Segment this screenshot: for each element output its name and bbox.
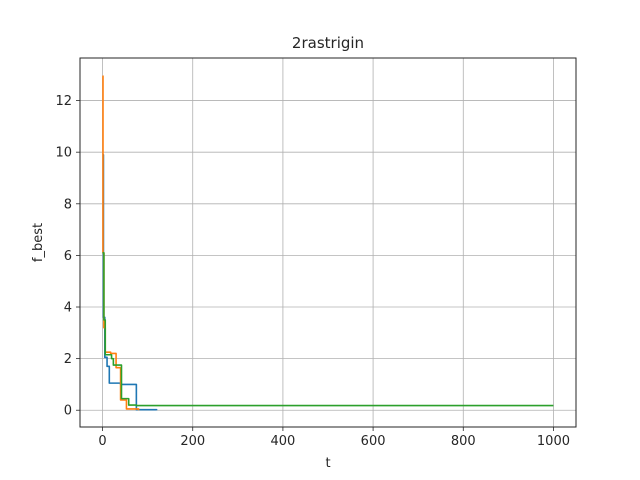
y-tick-label: 6 <box>64 249 72 264</box>
y-tick-label: 8 <box>64 197 72 212</box>
y-tick-label: 0 <box>64 404 72 419</box>
y-tick-label: 10 <box>55 146 72 161</box>
series-line-3 <box>102 252 554 407</box>
series-layer <box>102 75 554 411</box>
ticks: 0 200 400 600 800 1000 0 2 4 6 8 10 12 <box>55 94 570 449</box>
grid <box>80 58 576 427</box>
x-tick-label: 400 <box>270 434 295 449</box>
x-tick-label: 1000 <box>537 434 570 449</box>
y-axis-label: f_best <box>31 223 46 262</box>
x-tick-label: 600 <box>361 434 386 449</box>
y-tick-label: 4 <box>64 301 72 316</box>
chart-title: 2rastrigin <box>292 34 364 52</box>
y-tick-label: 2 <box>64 352 72 367</box>
x-tick-label: 0 <box>98 434 106 449</box>
y-tick-label: 12 <box>55 94 72 109</box>
plot-frame <box>79 57 577 428</box>
x-axis-label: t <box>325 456 330 471</box>
x-tick-label: 200 <box>180 434 205 449</box>
x-tick-label: 800 <box>451 434 476 449</box>
